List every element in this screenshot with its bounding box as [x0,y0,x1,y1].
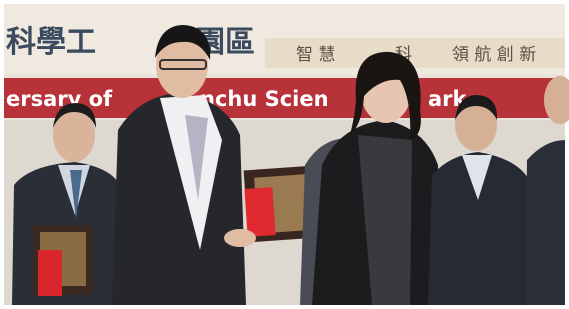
slogan: 領 航 創 新 [452,45,536,65]
red-banner-text: nchu Scien [200,87,329,111]
slogan: 智 慧 [296,45,335,65]
red-banner-text: ersary of [6,87,113,111]
banner-title: 科學工 [6,25,96,60]
photo: 科學工 園區 智 慧 科 領 航 創 新 ersary of nchu Scie… [0,0,569,309]
